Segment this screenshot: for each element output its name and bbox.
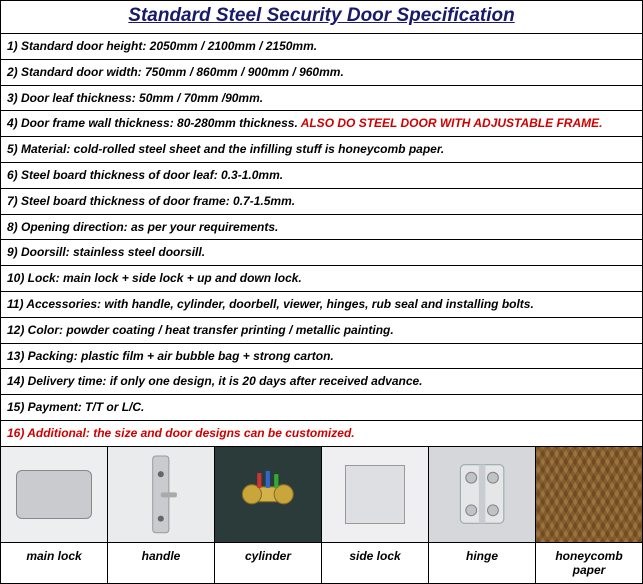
spec-text: 5) Material: cold-rolled steel sheet and… <box>7 142 444 156</box>
image-hinge <box>429 447 536 542</box>
spec-row-1: 1) Standard door height: 2050mm / 2100mm… <box>1 34 642 60</box>
spec-row-5: 5) Material: cold-rolled steel sheet and… <box>1 137 642 163</box>
product-labels-row: main lock handle cylinder side lock hing… <box>1 543 642 583</box>
spec-row-13: 13) Packing: plastic film + air bubble b… <box>1 344 642 370</box>
image-honeycomb-paper <box>536 447 642 542</box>
product-images-row <box>1 447 642 543</box>
spec-text: 3) Door leaf thickness: 50mm / 70mm /90m… <box>7 91 263 105</box>
spec-row-14: 14) Delivery time: if only one design, i… <box>1 369 642 395</box>
spec-highlight: ALSO DO STEEL DOOR WITH ADJUSTABLE FRAME… <box>301 116 603 130</box>
label-cylinder: cylinder <box>215 543 322 583</box>
label-main-lock: main lock <box>1 543 108 583</box>
image-handle <box>108 447 215 542</box>
spec-row-15: 15) Payment: T/T or L/C. <box>1 395 642 421</box>
label-honeycomb-paper: honeycomb paper <box>536 543 642 583</box>
label-side-lock: side lock <box>322 543 429 583</box>
spec-row-2: 2) Standard door width: 750mm / 860mm / … <box>1 60 642 86</box>
image-main-lock <box>1 447 108 542</box>
spec-row-6: 6) Steel board thickness of door leaf: 0… <box>1 163 642 189</box>
label-handle: handle <box>108 543 215 583</box>
image-cylinder <box>215 447 322 542</box>
spec-rows: 1) Standard door height: 2050mm / 2100mm… <box>1 34 642 447</box>
spec-row-16: 16) Additional: the size and door design… <box>1 421 642 447</box>
spec-row-9: 9) Doorsill: stainless steel doorsill. <box>1 240 642 266</box>
spec-row-8: 8) Opening direction: as per your requir… <box>1 215 642 241</box>
spec-text: 13) Packing: plastic film + air bubble b… <box>7 349 334 363</box>
spec-row-11: 11) Accessories: with handle, cylinder, … <box>1 292 642 318</box>
spec-text: 15) Payment: T/T or L/C. <box>7 400 144 414</box>
spec-text: 6) Steel board thickness of door leaf: 0… <box>7 168 283 182</box>
spec-text: 4) Door frame wall thickness: 80-280mm t… <box>7 116 298 130</box>
spec-text: 14) Delivery time: if only one design, i… <box>7 374 423 388</box>
spec-text: 9) Doorsill: stainless steel doorsill. <box>7 245 205 259</box>
spec-text: 7) Steel board thickness of door frame: … <box>7 194 295 208</box>
spec-text: 2) Standard door width: 750mm / 860mm / … <box>7 65 344 79</box>
spec-text: 8) Opening direction: as per your requir… <box>7 220 278 234</box>
spec-text: 16) Additional: the size and door design… <box>7 426 355 440</box>
table-title: Standard Steel Security Door Specificati… <box>1 1 642 34</box>
spec-row-4: 4) Door frame wall thickness: 80-280mm t… <box>1 111 642 137</box>
spec-table: Standard Steel Security Door Specificati… <box>0 0 643 584</box>
spec-row-10: 10) Lock: main lock + side lock + up and… <box>1 266 642 292</box>
image-side-lock <box>322 447 429 542</box>
spec-text: 11) Accessories: with handle, cylinder, … <box>7 297 534 311</box>
spec-text: 10) Lock: main lock + side lock + up and… <box>7 271 302 285</box>
spec-row-3: 3) Door leaf thickness: 50mm / 70mm /90m… <box>1 86 642 112</box>
label-hinge: hinge <box>429 543 536 583</box>
spec-row-7: 7) Steel board thickness of door frame: … <box>1 189 642 215</box>
spec-row-12: 12) Color: powder coating / heat transfe… <box>1 318 642 344</box>
spec-text: 1) Standard door height: 2050mm / 2100mm… <box>7 39 317 53</box>
spec-text: 12) Color: powder coating / heat transfe… <box>7 323 394 337</box>
